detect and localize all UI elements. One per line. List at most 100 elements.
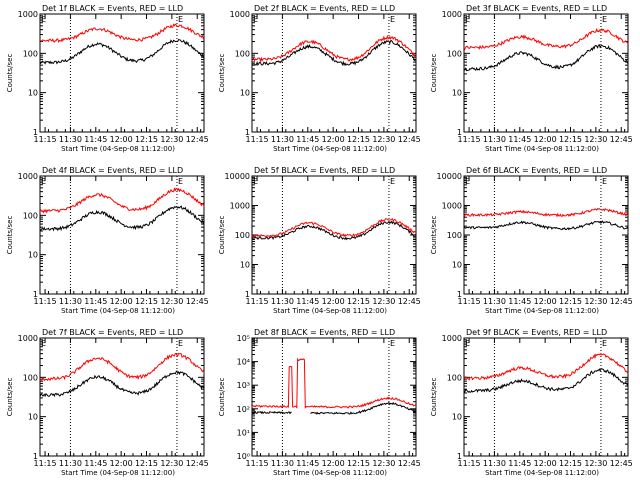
x-tick-label: 11:15 xyxy=(246,297,269,306)
y-axis-label: Counts/sec xyxy=(6,216,14,255)
y-tick-label: 1 xyxy=(457,128,462,137)
edge-marker: E xyxy=(178,177,183,186)
y-tick-label: 10000 xyxy=(225,172,250,181)
series-line-lld xyxy=(463,207,629,218)
y-tick-label: 1 xyxy=(245,128,250,137)
series-line-lld xyxy=(463,27,629,51)
y-axis-label: Counts/sec xyxy=(218,378,226,417)
series-line-events xyxy=(39,370,205,398)
x-tick-label: 11:30 xyxy=(59,135,82,144)
panel-det-3: Det 3f BLACK = Events, RED = LLD 1 10 100 10… xyxy=(430,4,633,153)
series-line-lld xyxy=(39,187,205,214)
edge-marker: E xyxy=(390,339,395,348)
x-axis-label: Start Time (04-Sep-08 11:12:00) xyxy=(485,307,599,315)
edge-marker: E xyxy=(465,339,470,348)
x-tick-label: 11:30 xyxy=(483,297,506,306)
edge-marker: E xyxy=(465,177,470,186)
plot-frame xyxy=(463,13,629,133)
y-tick-label: 1 xyxy=(33,290,38,299)
panel-title: Det 6f BLACK = Events, RED = LLD xyxy=(466,166,607,175)
x-tick-label: 12:00 xyxy=(322,135,345,144)
x-tick-label: 11:30 xyxy=(483,459,506,468)
plot-frame xyxy=(39,175,205,295)
x-tick-label: 12:00 xyxy=(534,135,557,144)
panel-det-7: Det 7f BLACK = Events, RED = LLD 1 10 100 10… xyxy=(6,328,209,477)
x-tick-label: 11:15 xyxy=(246,459,269,468)
x-tick-label: 12:45 xyxy=(186,135,209,144)
series-line-events xyxy=(39,38,205,65)
y-tick-label: 100 xyxy=(23,373,38,382)
y-tick-label: 100 xyxy=(23,49,38,58)
x-tick-label: 11:45 xyxy=(508,297,531,306)
panel-title: Det 2f BLACK = Events, RED = LLD xyxy=(254,4,395,13)
x-tick-label: 12:45 xyxy=(186,459,209,468)
x-tick-label: 12:00 xyxy=(322,459,345,468)
x-tick-label: 12:15 xyxy=(347,297,370,306)
y-tick-label: 1 xyxy=(33,128,38,137)
x-tick-label: 12:30 xyxy=(160,135,183,144)
y-tick-label: 1000 xyxy=(18,172,38,181)
series-line-events xyxy=(251,401,417,415)
plot-frame xyxy=(251,337,417,457)
y-tick-label: 1000 xyxy=(442,334,462,343)
series-line-events xyxy=(251,40,417,67)
edge-marker: E xyxy=(602,339,607,348)
x-axis-label: Start Time (04-Sep-08 11:12:00) xyxy=(61,307,175,315)
x-tick-label: 11:45 xyxy=(296,297,319,306)
panel-det-9: Det 9f BLACK = Events, RED = LLD 1 10 100 10… xyxy=(430,328,633,477)
series-line-lld xyxy=(251,217,417,238)
panel-det-4: Det 4f BLACK = Events, RED = LLD 1 10 100 10… xyxy=(6,166,209,315)
edge-marker: E xyxy=(602,15,607,24)
x-tick-label: 12:00 xyxy=(110,459,133,468)
x-tick-label: 12:00 xyxy=(110,135,133,144)
y-tick-label: 10 xyxy=(28,413,38,422)
y-axis-label: Counts/sec xyxy=(430,54,438,93)
x-tick-label: 11:45 xyxy=(508,459,531,468)
y-tick-label: 1 xyxy=(33,452,38,461)
edge-marker: E xyxy=(390,15,395,24)
x-tick-label: 12:15 xyxy=(559,297,582,306)
x-tick-label: 12:45 xyxy=(398,459,421,468)
x-tick-label: 11:15 xyxy=(246,135,269,144)
series-line-lld xyxy=(251,357,417,410)
y-tick-label: 100 xyxy=(447,231,462,240)
y-axis-label: Counts/sec xyxy=(6,378,14,417)
edge-marker: E xyxy=(465,15,470,24)
x-tick-label: 12:30 xyxy=(584,459,607,468)
x-tick-label: 11:15 xyxy=(34,135,57,144)
panel-title: Det 8f BLACK = Events, RED = LLD xyxy=(254,328,395,337)
x-tick-label: 12:15 xyxy=(559,459,582,468)
edge-marker: E xyxy=(41,15,46,24)
y-tick-label: 100 xyxy=(23,211,38,220)
y-tick-label: 1 xyxy=(245,290,250,299)
y-axis-label: Counts/sec xyxy=(6,54,14,93)
x-tick-label: 12:45 xyxy=(610,459,633,468)
series-line-events xyxy=(463,43,629,72)
edge-marker: E xyxy=(602,177,607,186)
x-tick-label: 11:30 xyxy=(59,459,82,468)
y-tick-label: 1000 xyxy=(442,10,462,19)
x-tick-label: 11:30 xyxy=(59,297,82,306)
y-tick-label: 1 xyxy=(457,452,462,461)
x-tick-label: 12:00 xyxy=(534,459,557,468)
y-axis-label: Counts/sec xyxy=(430,216,438,255)
x-tick-label: 12:00 xyxy=(322,297,345,306)
y-axis-label: Counts/sec xyxy=(218,216,226,255)
x-tick-label: 12:00 xyxy=(534,297,557,306)
y-tick-label: 1000 xyxy=(230,10,250,19)
y-tick-label: 10⁴ xyxy=(237,358,250,367)
y-tick-label: 10 xyxy=(452,261,462,270)
x-axis-label: Start Time (04-Sep-08 11:12:00) xyxy=(485,145,599,153)
x-tick-label: 12:15 xyxy=(347,459,370,468)
series-line-lld xyxy=(39,352,205,382)
edge-marker: E xyxy=(253,177,258,186)
x-tick-label: 11:45 xyxy=(84,135,107,144)
x-tick-label: 12:45 xyxy=(610,135,633,144)
series-line-lld xyxy=(251,34,417,63)
y-tick-label: 100 xyxy=(235,231,250,240)
x-tick-label: 11:15 xyxy=(458,135,481,144)
x-tick-label: 11:45 xyxy=(296,459,319,468)
x-axis-label: Start Time (04-Sep-08 11:12:00) xyxy=(273,307,387,315)
y-tick-label: 100 xyxy=(235,49,250,58)
